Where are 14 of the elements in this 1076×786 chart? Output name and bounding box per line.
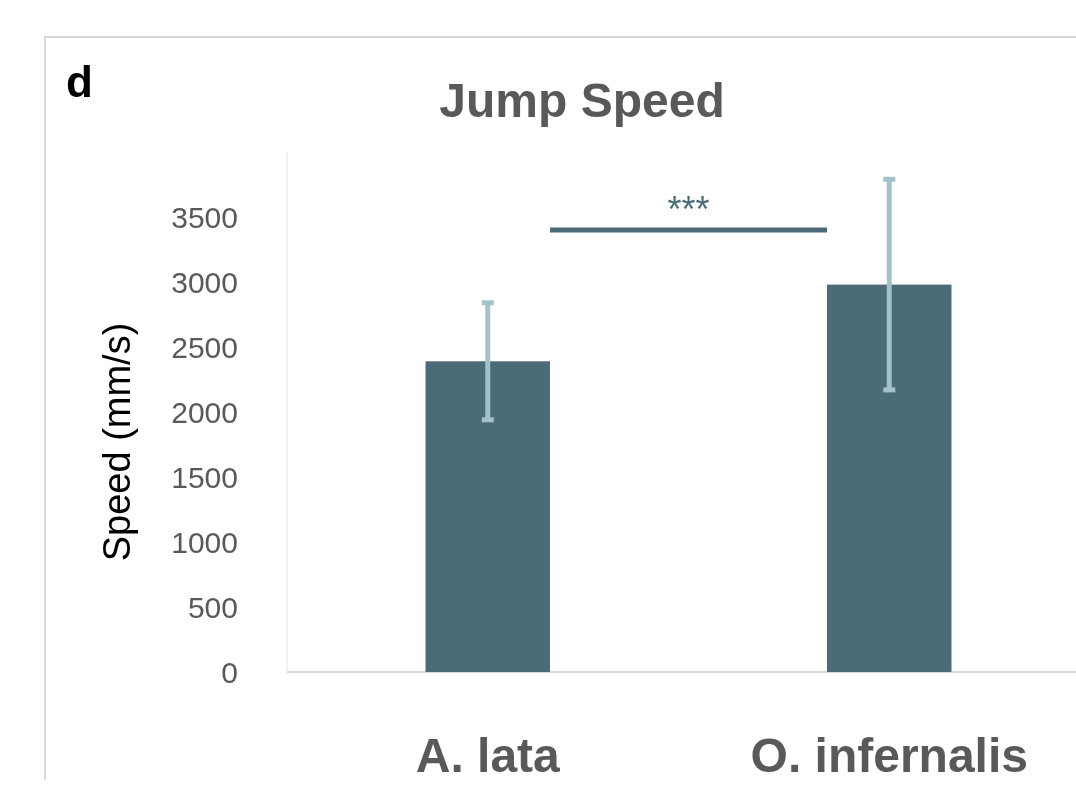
annotation: *** — [667, 189, 710, 230]
y-axis-title: Speed (mm/s) — [96, 322, 138, 562]
y-tick-label: 1000 — [171, 525, 238, 559]
y-tick-label: 2500 — [171, 330, 238, 364]
y-tick-label: 2000 — [171, 395, 238, 429]
y-tick-label: 500 — [187, 590, 238, 624]
text: d — [66, 57, 93, 106]
x-tick-label: A. lata — [415, 729, 561, 782]
y-tick-label: 1500 — [171, 460, 238, 494]
y-tick-label: 3000 — [171, 265, 238, 299]
y-tick-label: 0 — [221, 655, 238, 689]
chart-title: Jump Speed — [439, 74, 725, 127]
y-tick-label: 3500 — [171, 200, 238, 234]
x-tick-label: O. infernalis — [750, 729, 1028, 782]
